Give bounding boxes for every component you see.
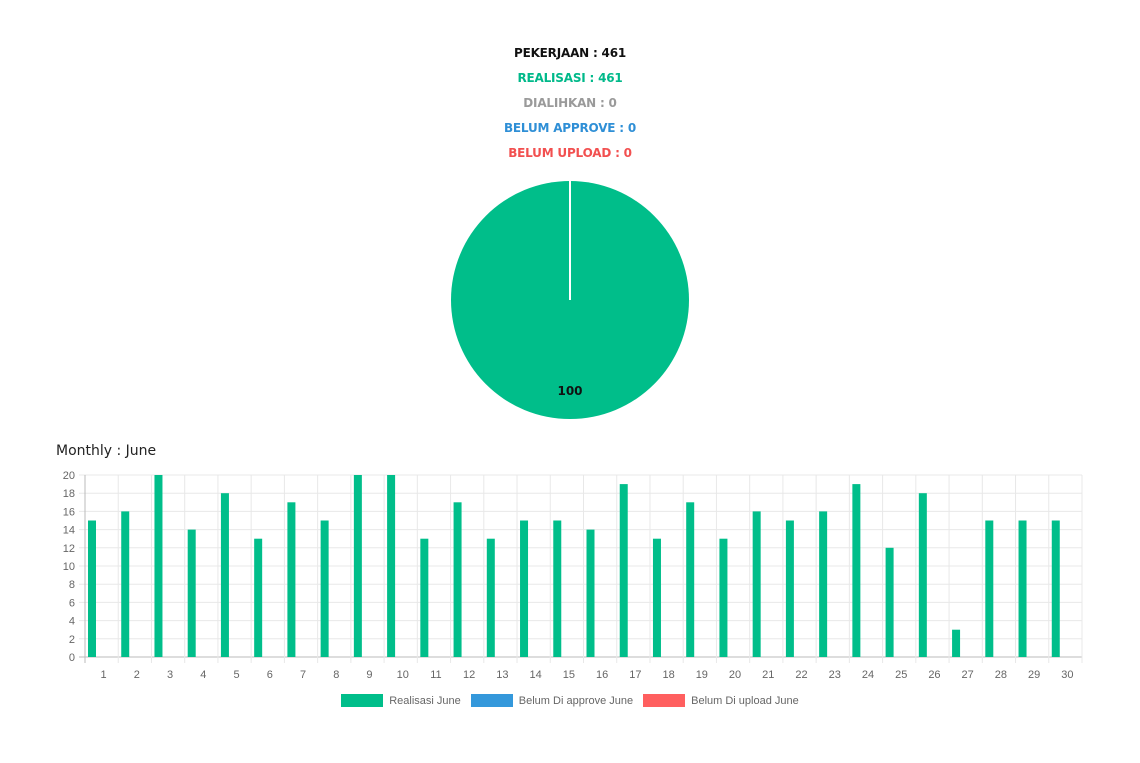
legend-label-belum-approve: Belum Di approve June xyxy=(518,694,634,707)
legend-swatch-belum-upload xyxy=(643,694,686,707)
bar xyxy=(88,520,96,657)
bar xyxy=(985,520,994,657)
legend-item-belum-approve[interactable]: Belum Di approve June xyxy=(470,694,634,707)
legend-swatch-belum-approve xyxy=(470,694,513,707)
y-tick-label: 6 xyxy=(69,597,75,609)
bar xyxy=(686,502,695,657)
bar xyxy=(287,502,296,657)
x-tick-label: 29 xyxy=(1028,669,1040,681)
y-tick-label: 4 xyxy=(69,616,75,628)
y-tick-label: 2 xyxy=(69,634,75,646)
bar xyxy=(387,475,396,657)
x-tick-label: 25 xyxy=(895,669,907,681)
x-tick-label: 27 xyxy=(962,669,974,681)
x-tick-label: 23 xyxy=(829,669,841,681)
legend-item-realisasi[interactable]: Realisasi June xyxy=(341,694,461,707)
x-tick-label: 21 xyxy=(762,669,774,681)
bar xyxy=(619,484,628,657)
bar xyxy=(885,547,894,657)
bar xyxy=(154,475,163,657)
pie-chart[interactable]: 100 xyxy=(445,175,695,425)
legend-label-belum-upload: Belum Di upload June xyxy=(691,694,799,707)
bar xyxy=(420,538,429,657)
bar xyxy=(819,511,828,657)
legend-swatch-realisasi xyxy=(341,694,384,707)
y-tick-label: 16 xyxy=(63,506,75,518)
realisasi-count: REALISASI : 461 xyxy=(517,71,623,85)
bar xyxy=(353,475,362,657)
y-tick-label: 18 xyxy=(63,488,75,500)
bar xyxy=(520,520,529,657)
x-tick-label: 3 xyxy=(167,669,173,681)
bar xyxy=(586,529,595,657)
bar xyxy=(254,538,263,657)
bar xyxy=(952,629,961,657)
bar xyxy=(719,538,728,657)
x-tick-label: 11 xyxy=(430,669,441,681)
legend-item-belum-upload[interactable]: Belum Di upload June xyxy=(643,694,799,707)
x-tick-label: 6 xyxy=(267,669,273,681)
y-tick-label: 10 xyxy=(63,561,75,573)
belum-upload-count: BELUM UPLOAD : 0 xyxy=(508,146,632,160)
x-tick-label: 30 xyxy=(1061,669,1073,681)
bar xyxy=(752,511,761,657)
bar xyxy=(453,502,462,657)
x-tick-label: 24 xyxy=(862,669,874,681)
x-tick-label: 13 xyxy=(496,669,508,681)
y-tick-label: 14 xyxy=(63,525,75,537)
monthly-chart-title: Monthly : June xyxy=(56,443,157,459)
belum-approve-count: BELUM APPROVE : 0 xyxy=(503,121,636,135)
bar xyxy=(852,484,861,657)
x-tick-label: 15 xyxy=(563,669,575,681)
bar xyxy=(1051,520,1060,657)
bar xyxy=(918,493,927,657)
y-tick-label: 8 xyxy=(69,579,75,591)
x-tick-label: 12 xyxy=(463,669,475,681)
bar xyxy=(553,520,562,657)
x-tick-label: 2 xyxy=(134,669,140,681)
x-tick-label: 8 xyxy=(333,669,339,681)
x-tick-label: 5 xyxy=(233,669,239,681)
summary-stats: PEKERJAAN : 461 REALISASI : 461 DIALIHKA… xyxy=(0,44,1140,169)
y-tick-label: 0 xyxy=(69,652,75,664)
bar xyxy=(1018,520,1027,657)
x-tick-label: 28 xyxy=(995,669,1007,681)
x-tick-label: 18 xyxy=(662,669,674,681)
bar xyxy=(121,511,130,657)
x-tick-label: 4 xyxy=(200,669,206,681)
x-tick-label: 1 xyxy=(101,669,107,681)
bar xyxy=(486,538,495,657)
legend-label-realisasi: Realisasi June xyxy=(389,694,461,707)
pekerjaan-count: PEKERJAAN : 461 xyxy=(513,46,626,60)
x-tick-label: 10 xyxy=(397,669,409,681)
y-tick-label: 12 xyxy=(63,543,75,555)
x-tick-label: 14 xyxy=(530,669,542,681)
bar xyxy=(187,529,196,657)
x-tick-label: 16 xyxy=(596,669,608,681)
x-tick-label: 26 xyxy=(928,669,940,681)
pie-data-label: 100 xyxy=(557,384,582,398)
chart-legend: Realisasi June Belum Di approve June Bel… xyxy=(0,694,1140,707)
bar xyxy=(785,520,794,657)
bar xyxy=(320,520,329,657)
bar xyxy=(220,493,229,657)
x-tick-label: 9 xyxy=(366,669,372,681)
x-tick-label: 19 xyxy=(696,669,708,681)
x-tick-label: 7 xyxy=(300,669,306,681)
x-tick-label: 17 xyxy=(629,669,641,681)
dialihkan-count: DIALIHKAN : 0 xyxy=(523,96,617,110)
x-tick-label: 20 xyxy=(729,669,741,681)
bar xyxy=(652,538,661,657)
y-tick-label: 20 xyxy=(63,470,75,482)
x-tick-label: 22 xyxy=(795,669,807,681)
